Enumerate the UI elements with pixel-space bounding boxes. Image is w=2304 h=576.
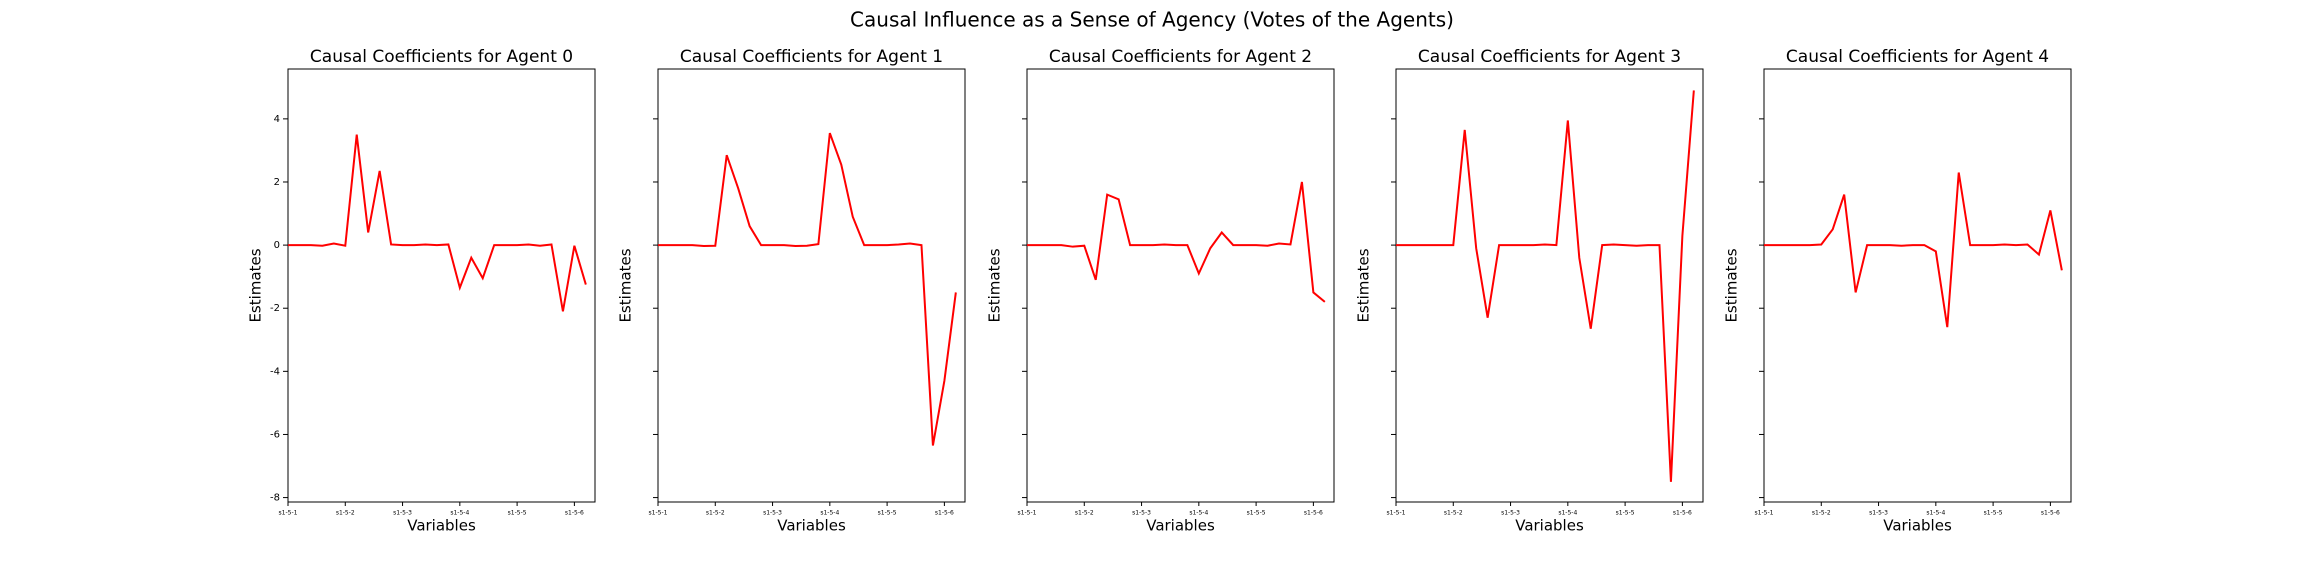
x-axis-label: Variables bbox=[777, 517, 846, 535]
y-tick-label: 0 bbox=[274, 240, 280, 251]
x-tick-label: s1-5-3 bbox=[763, 510, 782, 517]
x-tick-label: s1-5-3 bbox=[393, 510, 412, 517]
plot-area bbox=[657, 68, 966, 503]
x-tick-label: s1-5-1 bbox=[1387, 510, 1406, 517]
x-tick-label: s1-5-6 bbox=[1673, 510, 1692, 517]
y-axis-label: Estimates bbox=[1723, 248, 1741, 322]
y-tick-label: -2 bbox=[270, 303, 280, 314]
y-tick-label: -8 bbox=[270, 493, 280, 504]
subplot-title: Causal Coefficients for Agent 2 bbox=[1049, 47, 1312, 67]
subplot-title: Causal Coefficients for Agent 0 bbox=[310, 47, 573, 67]
x-tick-label: s1-5-6 bbox=[2041, 510, 2060, 517]
x-tick-label: s1-5-5 bbox=[1984, 510, 2003, 517]
figure-title: Causal Influence as a Sense of Agency (V… bbox=[850, 8, 1454, 32]
x-tick-label: s1-5-5 bbox=[1247, 510, 1266, 517]
plot-area bbox=[1763, 68, 2072, 503]
x-tick-label: s1-5-5 bbox=[508, 510, 527, 517]
y-axis-label: Estimates bbox=[247, 248, 265, 322]
x-tick-label: s1-5-6 bbox=[935, 510, 954, 517]
data-line bbox=[1764, 172, 2063, 328]
x-tick-label: s1-5-1 bbox=[1018, 510, 1037, 517]
y-tick-label: 4 bbox=[274, 114, 280, 125]
x-tick-label: s1-5-2 bbox=[1075, 510, 1094, 517]
plot-area bbox=[1026, 68, 1335, 503]
x-tick-label: s1-5-4 bbox=[820, 510, 839, 517]
x-tick-label: s1-5-1 bbox=[649, 510, 668, 517]
y-axis-label: Estimates bbox=[617, 248, 635, 322]
x-tick-label: s1-5-6 bbox=[1304, 510, 1323, 517]
x-tick-label: s1-5-2 bbox=[1444, 510, 1463, 517]
y-tick-label: -4 bbox=[270, 366, 280, 377]
x-tick-label: s1-5-4 bbox=[450, 510, 469, 517]
x-tick-label: s1-5-5 bbox=[1616, 510, 1635, 517]
x-tick-label: s1-5-2 bbox=[336, 510, 355, 517]
x-tick-label: s1-5-3 bbox=[1132, 510, 1151, 517]
subplot-title: Causal Coefficients for Agent 3 bbox=[1418, 47, 1681, 67]
x-tick-label: s1-5-4 bbox=[1558, 510, 1577, 517]
y-axis-label: Estimates bbox=[1355, 248, 1373, 322]
x-tick-label: s1-5-4 bbox=[1926, 510, 1945, 517]
x-tick-label: s1-5-1 bbox=[1755, 510, 1774, 517]
data-line bbox=[1396, 90, 1695, 482]
y-tick-label: 2 bbox=[274, 177, 280, 188]
x-tick-label: s1-5-2 bbox=[706, 510, 725, 517]
plot-area bbox=[1395, 68, 1704, 503]
x-tick-label: s1-5-3 bbox=[1869, 510, 1888, 517]
x-axis-label: Variables bbox=[1146, 517, 1215, 535]
subplot-title: Causal Coefficients for Agent 1 bbox=[680, 47, 943, 67]
subplot-title: Causal Coefficients for Agent 4 bbox=[1786, 47, 2049, 67]
x-tick-label: s1-5-5 bbox=[878, 510, 897, 517]
y-axis-label: Estimates bbox=[986, 248, 1004, 322]
x-tick-label: s1-5-4 bbox=[1189, 510, 1208, 517]
plot-area bbox=[287, 68, 596, 503]
x-tick-label: s1-5-6 bbox=[565, 510, 584, 517]
x-tick-label: s1-5-1 bbox=[279, 510, 298, 517]
data-line bbox=[1027, 181, 1326, 303]
x-axis-label: Variables bbox=[1883, 517, 1952, 535]
data-line bbox=[658, 132, 957, 446]
x-axis-label: Variables bbox=[1515, 517, 1584, 535]
x-tick-label: s1-5-2 bbox=[1812, 510, 1831, 517]
x-axis-label: Variables bbox=[407, 517, 476, 535]
y-tick-label: -6 bbox=[270, 429, 280, 440]
data-line bbox=[288, 134, 587, 312]
x-tick-label: s1-5-3 bbox=[1501, 510, 1520, 517]
